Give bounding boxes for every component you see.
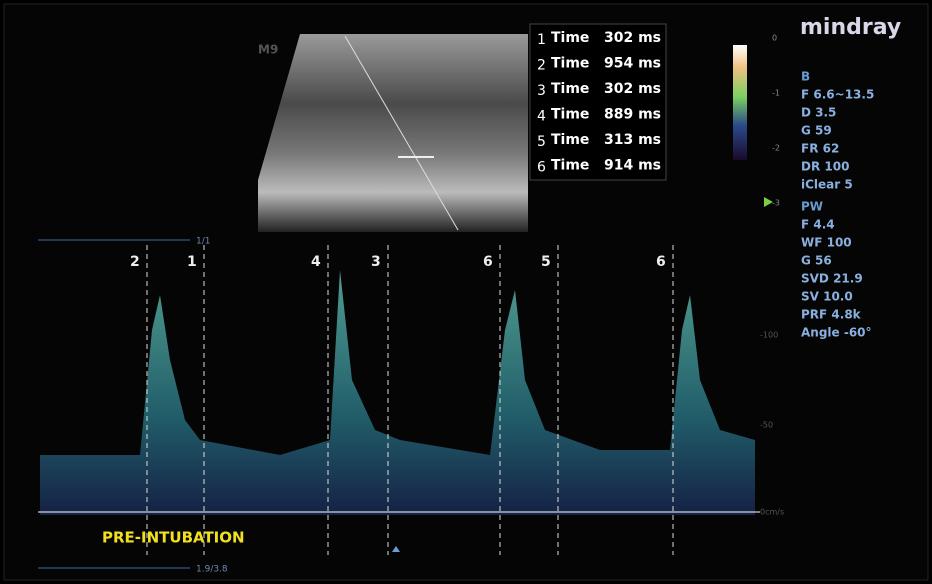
parameter: SV 10.0	[801, 290, 853, 304]
measurement-value: 889 ms	[604, 107, 661, 123]
measurement-label: Time	[551, 132, 589, 148]
measurement-index: 5	[537, 134, 546, 150]
measurement-label: Time	[551, 56, 589, 72]
logo: mindray	[800, 15, 901, 40]
caliper-label: 3	[371, 254, 381, 270]
velocity-label: -100	[760, 331, 778, 340]
gate-marker	[764, 197, 773, 207]
parameter: FR 62	[801, 142, 839, 156]
cursor-marker	[392, 546, 400, 552]
caliper-label: 5	[541, 254, 551, 270]
probe: M9	[258, 43, 278, 57]
caliper-label: 2	[130, 254, 140, 270]
measurement-box	[529, 23, 667, 181]
measurement-label: Time	[551, 158, 589, 174]
measurement-index: 6	[537, 160, 546, 176]
parameter: SVD 21.9	[801, 272, 863, 286]
measurement-value: 914 ms	[604, 158, 661, 174]
parameter: WF 100	[801, 236, 852, 250]
measurement-label: Time	[551, 81, 589, 97]
caliper-label: 4	[311, 254, 321, 270]
section-title: B	[801, 70, 810, 84]
parameter: G 59	[801, 124, 832, 138]
parameter: F 6.6~13.5	[801, 88, 874, 102]
parameter: iClear 5	[801, 178, 853, 192]
measurement-value: 302 ms	[604, 81, 661, 97]
doppler-spectrum	[40, 270, 755, 515]
b-frame: 1/1	[196, 237, 210, 247]
caliper-label: 1	[187, 254, 197, 270]
parameter: Angle -60°	[801, 326, 872, 340]
velocity-label: 0cm/s	[760, 508, 784, 517]
caliper-label: 6	[656, 254, 666, 270]
gray-scale-label: -1	[772, 89, 780, 98]
measurement-value: 313 ms	[604, 132, 661, 148]
parameter: G 56	[801, 254, 832, 268]
measurement-index: 3	[537, 83, 546, 99]
gray-scale-label: 0	[772, 34, 777, 43]
parameter: D 3.5	[801, 106, 836, 120]
measurement-label: Time	[551, 30, 589, 46]
parameter: PRF 4.8k	[801, 308, 862, 322]
parameter: DR 100	[801, 160, 849, 174]
caliper-label: 6	[483, 254, 493, 270]
pw-frame: 1.9/3.8	[196, 565, 228, 575]
measurement-index: 2	[537, 58, 546, 74]
measurement-index: 4	[537, 109, 546, 125]
needle-line	[344, 35, 459, 231]
measurement-index: 1	[537, 32, 546, 48]
measurement-value: 302 ms	[604, 30, 661, 46]
velocity-label: -50	[760, 421, 773, 430]
section-title: PW	[801, 200, 823, 214]
measurement-label: Time	[551, 107, 589, 123]
annotation: PRE-INTUBATION	[102, 529, 245, 547]
gray-scale-label: -2	[772, 144, 780, 153]
parameter: F 4.4	[801, 218, 835, 232]
b-mode-image	[258, 34, 528, 232]
color-bar	[733, 45, 747, 160]
measurement-value: 954 ms	[604, 56, 661, 72]
gray-scale-label: -3	[772, 199, 780, 208]
